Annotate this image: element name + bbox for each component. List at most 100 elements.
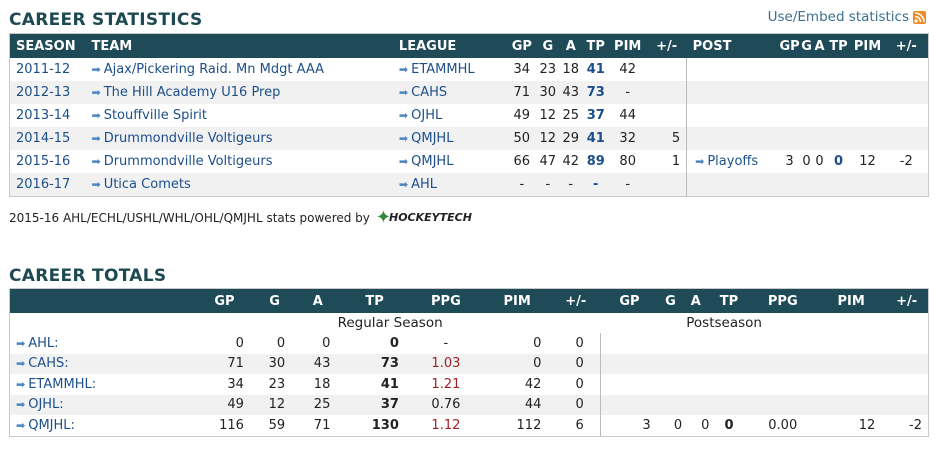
season-link[interactable]: 2012-13	[9, 81, 86, 104]
totals-post-points	[709, 353, 749, 374]
team-cell[interactable]: ➡ Ajax/Pickering Raid. Mn Mdgt AAA	[85, 58, 398, 81]
league-name[interactable]: CAHS	[411, 85, 448, 100]
postseason-cell	[686, 173, 779, 197]
league-cell[interactable]: ➡ AHL	[398, 173, 507, 197]
season-link[interactable]: 2016-17	[9, 173, 86, 197]
league-cell[interactable]: ➡ QMJHL	[398, 127, 507, 150]
league-name[interactable]: ETAMMHL	[411, 62, 475, 77]
totals-header-col-5: PIM	[482, 288, 552, 313]
hockeytech-logo[interactable]: ✦ HOCKEYTECH	[375, 207, 472, 228]
team-name[interactable]: Utica Comets	[103, 177, 191, 192]
assists-cell: 42	[562, 154, 580, 169]
totals-row: ➡ ETAMMHL: 34 23 18 41 1.21 42 0	[10, 374, 929, 395]
totals-league-cell[interactable]: ➡ AHL:	[10, 333, 196, 354]
totals-post-gp: 3	[599, 415, 659, 436]
league-cell[interactable]: ➡ OJHL	[399, 104, 507, 127]
arrow-right-icon: ➡	[16, 418, 26, 432]
totals-pim: 0	[482, 353, 552, 374]
embed-statistics-link[interactable]: Use/Embed statistics	[768, 9, 926, 25]
plus-minus-cell: 1	[671, 154, 681, 169]
career-statistics-title: CAREER STATISTICS	[9, 10, 203, 30]
team-cell[interactable]: ➡ Drummondville Voltigeurs	[85, 127, 399, 150]
header-col-12: A	[812, 33, 827, 58]
team-cell[interactable]: ➡ Stouffville Spirit	[85, 104, 398, 127]
header-col-15: +/-	[884, 33, 929, 58]
league-name[interactable]: OJHL	[411, 108, 443, 123]
header-col-14: PIM	[850, 33, 885, 58]
header-col-8: +/-	[646, 33, 687, 58]
totals-post-plus-minus	[885, 353, 929, 374]
totals-league-cell[interactable]: ➡ OJHL:	[9, 394, 195, 415]
league-cell[interactable]: ➡ QMJHL	[399, 150, 507, 173]
totals-post-goals	[659, 374, 682, 395]
postseason-cell	[686, 81, 779, 104]
arrow-right-icon: ➡	[398, 86, 409, 99]
season-link[interactable]: 2011-12	[16, 62, 71, 77]
goals-cell: -	[536, 173, 559, 197]
league-name[interactable]: AHL	[411, 177, 438, 192]
plus-minus-cell	[647, 58, 687, 81]
points-cell: 89	[586, 154, 605, 169]
points-cell: 41	[586, 62, 605, 77]
season-link[interactable]: 2013-14	[16, 108, 71, 123]
league-cell[interactable]: ➡ CAHS	[398, 81, 507, 104]
team-name[interactable]: The Hill Academy U16 Prep	[103, 85, 281, 100]
totals-points: 41	[380, 376, 399, 392]
season-link[interactable]: 2014-15	[9, 127, 86, 150]
post-points-cell	[826, 127, 851, 150]
postseason-cell[interactable]: ➡ Playoffs	[686, 150, 779, 173]
totals-header-col-3: TP	[340, 288, 409, 313]
totals-league-cell[interactable]: ➡ ETAMMHL:	[10, 374, 196, 395]
totals-assists: 71	[313, 417, 331, 433]
team-name[interactable]: Drummondville Voltigeurs	[103, 154, 273, 169]
team-cell[interactable]: ➡ Drummondville Voltigeurs	[85, 150, 398, 173]
totals-row: ➡ AHL: 0 0 0 0 - 0 0	[10, 333, 929, 354]
totals-ppg: 1.21	[431, 376, 461, 392]
totals-points: 130	[371, 417, 399, 433]
totals-league-cell[interactable]: ➡ CAHS:	[9, 353, 195, 374]
team-name[interactable]: Stouffville Spirit	[103, 108, 208, 123]
totals-post-plus-minus: -2	[909, 417, 922, 433]
team-cell[interactable]: ➡ Utica Comets	[85, 173, 399, 197]
team-name[interactable]: Ajax/Pickering Raid. Mn Mdgt AAA	[103, 62, 324, 77]
post-assists-cell	[812, 173, 827, 197]
season-link[interactable]: 2015-16	[16, 154, 71, 169]
arrow-right-icon: ➡	[91, 109, 101, 122]
totals-league-link[interactable]: AHL:	[28, 335, 59, 351]
totals-header-col-7: GP	[600, 288, 659, 313]
plus-minus-cell	[646, 81, 687, 104]
team-name[interactable]: Drummondville Voltigeurs	[103, 131, 273, 146]
totals-header-col-8: G	[658, 288, 683, 313]
totals-league-link[interactable]: QMJHL:	[28, 417, 75, 433]
season-row: 2016-17 ➡ Utica Comets ➡ AHL - - - - -	[9, 173, 929, 197]
league-cell[interactable]: ➡ ETAMMHL	[399, 58, 507, 81]
post-assists-cell	[813, 58, 827, 81]
team-cell[interactable]: ➡ The Hill Academy U16 Prep	[85, 81, 399, 104]
playoffs-link[interactable]: Playoffs	[707, 154, 759, 169]
post-pim-cell	[851, 104, 885, 127]
totals-league-link[interactable]: CAHS:	[28, 356, 69, 372]
league-name[interactable]: QMJHL	[411, 154, 454, 169]
totals-post-assists: 0	[701, 417, 710, 433]
arrow-right-icon: ➡	[398, 109, 409, 122]
career-totals-title: CAREER TOTALS	[9, 266, 167, 286]
totals-row: ➡ CAHS: 71 30 43 73 1.03 0 0	[9, 353, 929, 374]
career-statistics-header: SEASON TEAM LEAGUE GP G A TP PIM +/- POST GP G A TP PI…	[9, 33, 929, 58]
pim-cell: 32	[608, 127, 647, 150]
totals-league-link[interactable]: ETAMMHL:	[28, 376, 97, 392]
totals-ppg: 1.12	[431, 417, 461, 433]
totals-league-cell[interactable]: ➡ QMJHL:	[10, 415, 196, 436]
arrow-right-icon: ➡	[398, 63, 409, 76]
post-gp-cell	[778, 173, 801, 197]
season-row: 2012-13 ➡ The Hill Academy U16 Prep ➡ CAHS 71…	[9, 81, 929, 104]
pim-cell: -	[608, 81, 647, 104]
post-plus-minus-cell	[884, 127, 929, 150]
arrow-right-icon: ➡	[398, 178, 409, 191]
totals-league-link[interactable]: OJHL:	[28, 397, 64, 413]
league-name[interactable]: QMJHL	[411, 131, 454, 146]
arrow-right-icon: ➡	[91, 63, 101, 76]
plus-minus-cell: 5	[646, 127, 687, 150]
gp-cell: 34	[513, 62, 531, 77]
post-plus-minus-cell	[884, 58, 928, 81]
totals-gp: 71	[195, 353, 254, 374]
